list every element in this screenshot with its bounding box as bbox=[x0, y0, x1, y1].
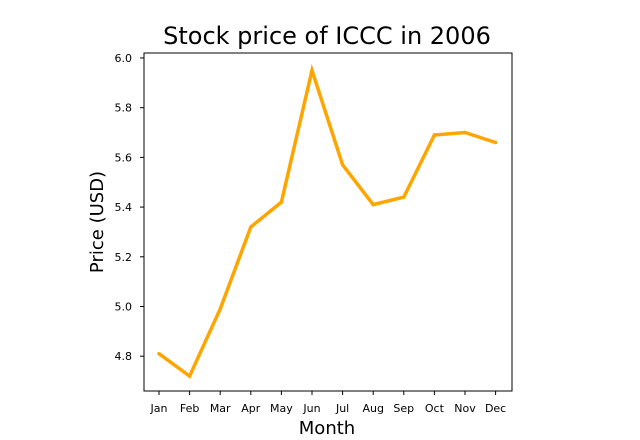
y-axis: 4.8 5.0 5.2 5.4 5.6 5.8 6.0 bbox=[115, 52, 144, 363]
data-point-sep bbox=[402, 195, 406, 199]
data-point-aug bbox=[371, 202, 375, 207]
y-tick-label: 5.4 bbox=[115, 201, 133, 214]
x-tick-label: Apr bbox=[241, 402, 261, 415]
plot-area-frame bbox=[143, 52, 513, 392]
y-tick-label: 5.6 bbox=[115, 151, 133, 164]
data-point-nov bbox=[463, 130, 467, 135]
data-point-dec bbox=[493, 140, 498, 145]
chart-title: Stock price of ICCC in 2006 bbox=[163, 22, 491, 50]
x-tick-label: Jun bbox=[302, 402, 320, 415]
x-tick-label: Nov bbox=[454, 402, 476, 415]
x-tick-label: Jan bbox=[150, 402, 168, 415]
data-point-apr bbox=[249, 225, 253, 229]
data-points bbox=[157, 68, 498, 378]
data-point-feb bbox=[187, 374, 192, 378]
x-tick-label: Sep bbox=[393, 402, 414, 415]
x-axis: Jan Feb Mar Apr May Jun Jul Aug Sep Oct Nov Dec bbox=[150, 391, 506, 415]
y-tick-label: 4.8 bbox=[115, 350, 133, 363]
data-point-jan bbox=[157, 351, 161, 356]
y-tick-label: 6.0 bbox=[115, 52, 133, 65]
y-tick-label: 5.2 bbox=[115, 251, 133, 264]
y-tick-label: 5.0 bbox=[115, 301, 133, 314]
price-series-line bbox=[157, 63, 497, 379]
data-point-jul bbox=[340, 163, 345, 167]
x-tick-label: Mar bbox=[210, 402, 231, 415]
x-tick-label: May bbox=[270, 402, 293, 415]
x-tick-label: Dec bbox=[485, 402, 506, 415]
x-tick-label: Feb bbox=[180, 402, 199, 415]
data-point-oct bbox=[432, 133, 437, 137]
data-point-jun bbox=[310, 68, 314, 73]
y-axis-label: Price (USD) bbox=[87, 171, 108, 273]
y-tick-label: 5.8 bbox=[115, 102, 133, 115]
data-point-mar bbox=[218, 307, 222, 311]
x-tick-label: Aug bbox=[362, 402, 383, 415]
x-axis-label: Month bbox=[299, 418, 355, 439]
x-tick-label: Oct bbox=[425, 402, 445, 415]
x-tick-label: Jul bbox=[335, 402, 349, 415]
data-point-may bbox=[279, 200, 284, 204]
